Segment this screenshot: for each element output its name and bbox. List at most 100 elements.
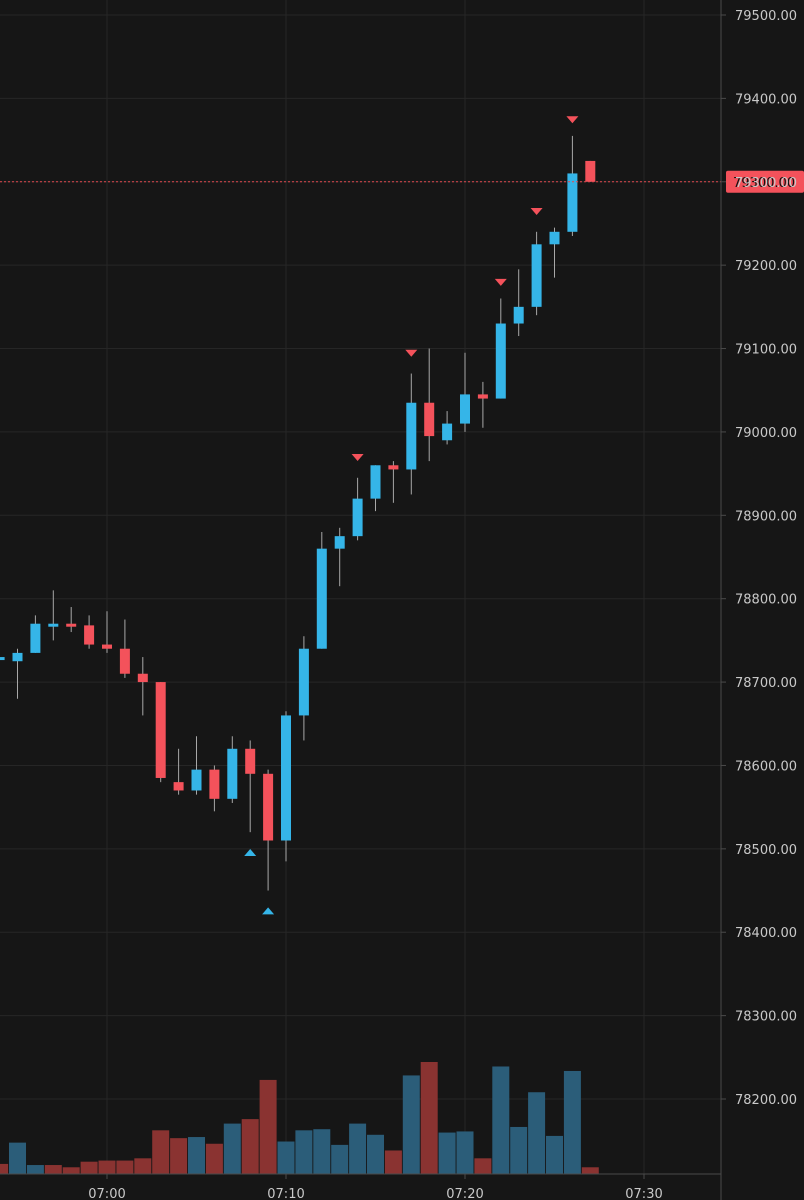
sell-signal-marker	[566, 116, 579, 124]
candle[interactable]	[227, 736, 238, 803]
volume-bar	[313, 1129, 331, 1174]
candle-body	[406, 402, 417, 470]
candle-body	[316, 548, 327, 649]
candle-body	[30, 623, 41, 653]
candle[interactable]	[442, 411, 453, 445]
candle[interactable]	[191, 736, 202, 795]
x-tick-label: 07:20	[446, 1187, 483, 1200]
y-tick-label: 78300.00	[735, 1010, 797, 1025]
volume-bar	[223, 1123, 241, 1174]
y-tick-label: 78900.00	[735, 509, 797, 524]
y-tick-label: 79200.00	[735, 259, 797, 274]
candle[interactable]	[370, 465, 381, 512]
candle-body	[549, 231, 560, 245]
y-tick-label: 78700.00	[735, 676, 797, 691]
candles[interactable]	[0, 135, 596, 891]
candle-body	[173, 782, 184, 791]
x-tick-label: 07:10	[267, 1187, 304, 1200]
candle-body	[513, 306, 524, 324]
volume-bar	[152, 1130, 170, 1174]
volume-bar	[98, 1160, 116, 1174]
candle[interactable]	[137, 657, 148, 716]
candle[interactable]	[585, 160, 596, 182]
candle[interactable]	[209, 765, 220, 812]
candle-body	[334, 536, 345, 549]
candle[interactable]	[155, 682, 166, 783]
candle-body	[245, 748, 256, 774]
y-tick-label: 78500.00	[735, 843, 797, 858]
volume-bar	[331, 1144, 349, 1174]
sell-signal-marker	[494, 278, 507, 286]
candle[interactable]	[352, 477, 363, 541]
candle[interactable]	[549, 227, 560, 278]
candle[interactable]	[424, 348, 435, 462]
candle-body	[442, 423, 453, 441]
candle[interactable]	[12, 648, 23, 699]
candle-body	[0, 657, 5, 661]
volume-bar	[116, 1160, 134, 1174]
volume-bar	[80, 1161, 98, 1174]
candle-body	[209, 769, 220, 799]
candle[interactable]	[495, 298, 506, 399]
candle-body	[191, 769, 202, 791]
candle[interactable]	[245, 740, 256, 833]
volume-bar	[62, 1167, 80, 1174]
candle-body	[281, 715, 291, 841]
candle-body	[102, 644, 112, 649]
candle-body	[84, 625, 95, 645]
volume-bar	[26, 1165, 44, 1174]
x-tick-label: 07:00	[88, 1187, 125, 1200]
buy-signal-marker	[244, 849, 257, 857]
y-tick-label: 79300.00	[735, 176, 797, 191]
candle[interactable]	[281, 711, 291, 862]
candle[interactable]	[513, 269, 524, 337]
candle[interactable]	[263, 769, 274, 891]
volume-bar	[528, 1092, 546, 1174]
candle-body	[227, 748, 238, 799]
volume-bar	[402, 1075, 420, 1174]
candle[interactable]	[406, 373, 417, 495]
candle[interactable]	[30, 615, 41, 653]
volume-bar	[546, 1135, 563, 1174]
current-price-tag	[726, 170, 804, 193]
volume-bar	[492, 1066, 510, 1174]
candle[interactable]	[531, 231, 542, 316]
sell-signal-marker	[405, 349, 418, 357]
volume-bar	[134, 1158, 152, 1174]
candle[interactable]	[84, 615, 95, 649]
volume-bar	[367, 1134, 384, 1174]
candle-body	[298, 648, 309, 716]
volume-bar	[438, 1132, 456, 1174]
candle[interactable]	[388, 461, 399, 503]
candle[interactable]	[316, 531, 327, 649]
candle-body	[424, 402, 435, 437]
volume-bars	[0, 1062, 599, 1174]
candle[interactable]	[334, 527, 345, 587]
candle[interactable]	[567, 135, 578, 236]
volume-bar	[241, 1119, 259, 1174]
y-tick-label: 79500.00	[735, 9, 797, 24]
volume-bar	[384, 1150, 402, 1174]
volume-bar	[44, 1165, 62, 1174]
volume-bar	[295, 1130, 313, 1174]
candle[interactable]	[460, 352, 470, 432]
candle[interactable]	[119, 619, 130, 678]
candle-body	[585, 160, 596, 182]
candle-body	[495, 323, 506, 399]
candle[interactable]	[477, 381, 488, 428]
volume-bar	[259, 1079, 277, 1174]
sell-signal-marker	[530, 207, 543, 215]
candle[interactable]	[66, 607, 77, 633]
volume-bar	[170, 1138, 188, 1174]
y-tick-label: 78400.00	[735, 926, 797, 941]
candle[interactable]	[0, 657, 5, 661]
x-tick-label: 07:30	[625, 1187, 662, 1200]
candle[interactable]	[48, 590, 59, 641]
candle[interactable]	[298, 636, 309, 741]
candle-body	[119, 648, 130, 674]
candle[interactable]	[102, 611, 112, 653]
candle[interactable]	[173, 748, 184, 795]
